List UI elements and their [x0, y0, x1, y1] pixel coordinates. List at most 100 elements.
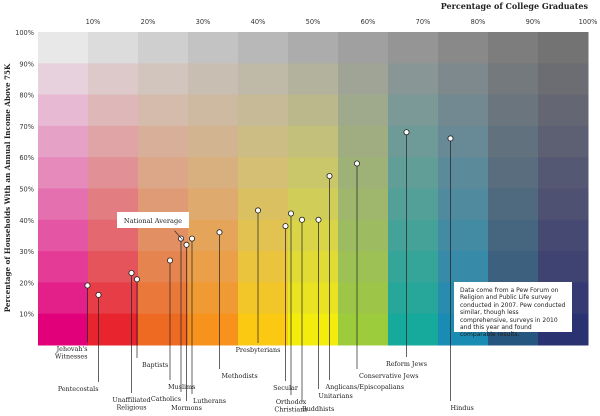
y-tick-label: 80%: [19, 92, 34, 100]
grid-cell: [38, 313, 89, 346]
grid-cell: [38, 125, 89, 158]
grid-cell: [388, 125, 439, 158]
grid-cell: [188, 219, 239, 252]
grid-cell: [188, 32, 239, 64]
grid-cell: [188, 282, 239, 315]
point-label: Buddhists: [302, 405, 334, 413]
annotation-box: [117, 212, 189, 228]
grid-cell: [288, 157, 339, 189]
grid-cell: [38, 251, 89, 283]
data-point: [84, 282, 91, 289]
grid-cell: [338, 282, 389, 315]
point-label: Reform Jews: [386, 360, 427, 368]
annotation-label: National Average: [124, 217, 182, 225]
national-average-annotation: National Average: [117, 212, 189, 240]
x-axis-title: Percentage of College Graduates: [441, 1, 589, 11]
point-label: Catholics: [151, 395, 181, 403]
grid-cell: [188, 313, 239, 346]
grid-cell: [188, 157, 239, 189]
point-label: Anglicans/Episcopalians: [325, 383, 405, 391]
point-label: Muslims: [168, 383, 195, 391]
grid-cell: [488, 219, 539, 252]
grid-cell: [188, 63, 239, 96]
grid-cell: [238, 125, 289, 158]
data-point: [403, 129, 410, 136]
grid-cell: [138, 32, 189, 64]
grid-cell: [438, 125, 489, 158]
point-label: Presbyterians: [236, 346, 281, 354]
color-grid: [38, 32, 589, 346]
grid-cell: [88, 157, 139, 189]
data-point: [183, 241, 190, 248]
y-tick-label: 10%: [19, 311, 34, 319]
grid-cell: [288, 313, 339, 346]
axis-ticks: 10% 20% 30% 40% 50% 60% 70% 80% 90% 100% 10% 20% 30%…: [15, 18, 597, 319]
x-tick-label: 70%: [416, 18, 431, 26]
grid-cell: [488, 63, 539, 96]
grid-cell: [488, 125, 539, 158]
grid-cell: [188, 125, 239, 158]
point-label: Unitarians: [319, 392, 353, 400]
grid-cell: [38, 219, 89, 252]
grid-cell: [338, 219, 389, 252]
grid-cell: [338, 125, 389, 158]
grid-cell: [388, 94, 439, 127]
grid-cell: [88, 94, 139, 127]
y-tick-label: 20%: [19, 279, 34, 287]
grid-cell: [338, 188, 389, 221]
grid-cell: [438, 32, 489, 64]
x-tick-label: 40%: [251, 18, 266, 26]
x-tick-label: 50%: [306, 18, 321, 26]
data-point: [216, 229, 223, 236]
y-tick-label: 60%: [19, 154, 34, 162]
x-tick-label: 20%: [141, 18, 156, 26]
grid-cell: [388, 63, 439, 96]
point-labels: Jehovah's Witnesses Pentecostals Unaffiliat…: [55, 345, 474, 414]
x-tick-label: 90%: [526, 18, 541, 26]
data-point: [287, 210, 294, 217]
point-label: Orthodox Christians: [274, 398, 307, 414]
data-point: [447, 135, 454, 142]
y-tick-label: 30%: [19, 248, 34, 256]
y-tick-label: 90%: [19, 60, 34, 68]
point-label: Unaffiliated Religious: [112, 396, 150, 412]
data-point: [254, 207, 261, 214]
grid-cell: [38, 188, 89, 221]
grid-cell: [488, 251, 539, 283]
grid-cell: [238, 94, 289, 127]
x-tick-label: 100%: [579, 18, 598, 26]
y-tick-label: 40%: [19, 217, 34, 225]
data-point: [166, 257, 173, 264]
data-point: [128, 269, 135, 276]
grid-cell: [238, 32, 289, 64]
grid-cell: [238, 251, 289, 283]
grid-cell: [38, 157, 89, 189]
grid-cell: [388, 32, 439, 64]
grid-cell: [538, 125, 589, 158]
grid-cell: [338, 251, 389, 283]
data-point: [326, 172, 333, 179]
grid-cell: [388, 282, 439, 315]
grid-cell: [238, 157, 289, 189]
grid-cell: [288, 251, 339, 283]
data-point: [133, 276, 140, 283]
y-axis-title: Percentage of Households With an Annual …: [3, 63, 12, 312]
grid-cell: [438, 157, 489, 189]
grid-cell: [538, 63, 589, 96]
grid-cell: [288, 32, 339, 64]
grid-cell: [138, 251, 189, 283]
grid-cell: [88, 63, 139, 96]
y-tick-label: 50%: [19, 186, 34, 194]
grid-cell: [438, 94, 489, 127]
y-tick-label: 100%: [15, 29, 34, 37]
grid-cell: [388, 157, 439, 189]
grid-cell: [88, 313, 139, 346]
point-label: Secular: [273, 384, 299, 392]
grid-cell: [138, 125, 189, 158]
x-tick-label: 60%: [361, 18, 376, 26]
grid-cell: [288, 125, 339, 158]
point-label: Methodists: [222, 372, 258, 380]
grid-cell: [438, 251, 489, 283]
data-point: [298, 216, 305, 223]
